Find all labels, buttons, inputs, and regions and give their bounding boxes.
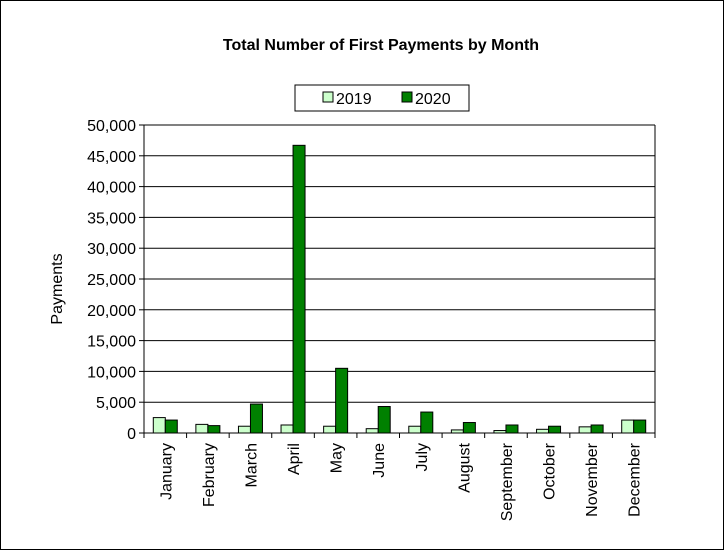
- bar-2019-february: [195, 423, 209, 434]
- bar-2020-december: [633, 419, 647, 434]
- y-axis-title: Payments: [49, 253, 66, 324]
- bar-2020-november: [590, 424, 604, 434]
- x-tick-label: January: [158, 443, 175, 500]
- bar-2019-may: [323, 425, 337, 434]
- x-tick-label: March: [243, 443, 260, 487]
- chart-title: Total Number of First Payments by Month: [223, 37, 539, 54]
- bars: [152, 144, 647, 434]
- x-tick-label: December: [627, 442, 644, 516]
- bar-2020-june: [377, 406, 391, 434]
- legend-swatch-2020: [401, 91, 413, 103]
- x-tick-label: February: [201, 443, 218, 507]
- y-tick-label: 20,000: [87, 303, 136, 320]
- y-tick-label: 40,000: [87, 180, 136, 197]
- bar-2020-february: [207, 425, 221, 434]
- y-tick-label: 45,000: [87, 149, 136, 166]
- legend: 2019 2020: [294, 84, 470, 112]
- bar-2020-july: [420, 411, 434, 434]
- bar-2019-july: [408, 425, 422, 434]
- x-tick-label: April: [286, 443, 303, 475]
- bar-2019-march: [237, 425, 251, 434]
- bar-2020-january: [164, 419, 178, 434]
- legend-swatch-2019: [322, 91, 334, 103]
- x-tick-label: August: [456, 442, 473, 492]
- bar-2020-may: [335, 367, 349, 434]
- x-tick-label: November: [584, 442, 601, 516]
- y-tick-label: 5,000: [96, 395, 136, 412]
- bar-2019-june: [365, 428, 379, 434]
- bar-2020-october: [548, 425, 562, 434]
- x-tick-label: June: [371, 443, 388, 478]
- bar-2020-september: [505, 424, 519, 434]
- y-tick-label: 0: [127, 426, 136, 443]
- x-tick-label: May: [329, 443, 346, 473]
- bar-2019-january: [152, 417, 166, 434]
- y-tick-label: 10,000: [87, 364, 136, 381]
- bar-2019-november: [578, 426, 592, 434]
- legend-label-2019: 2019: [336, 91, 372, 108]
- y-ticks: 0 5,000 10,000 15,000 20,000 25,000 30,000 35,0…: [87, 118, 144, 443]
- x-tick-label: October: [542, 442, 559, 500]
- x-tick-label: September: [499, 442, 516, 521]
- bar-2020-april: [292, 144, 306, 434]
- y-tick-label: 25,000: [87, 272, 136, 289]
- bar-2020-august: [462, 422, 476, 434]
- x-tick-label: July: [414, 443, 431, 471]
- y-tick-label: 35,000: [87, 210, 136, 227]
- y-tick-label: 50,000: [87, 118, 136, 135]
- bar-2020-march: [249, 403, 263, 434]
- x-ticks: January February March April May June July Augu…: [143, 433, 656, 521]
- bar-2019-october: [536, 428, 550, 434]
- y-tick-label: 30,000: [87, 241, 136, 258]
- bar-2019-april: [280, 424, 294, 434]
- gridlines: [144, 124, 655, 403]
- legend-label-2020: 2020: [415, 91, 451, 108]
- y-tick-label: 15,000: [87, 334, 136, 351]
- bar-2019-december: [621, 419, 635, 434]
